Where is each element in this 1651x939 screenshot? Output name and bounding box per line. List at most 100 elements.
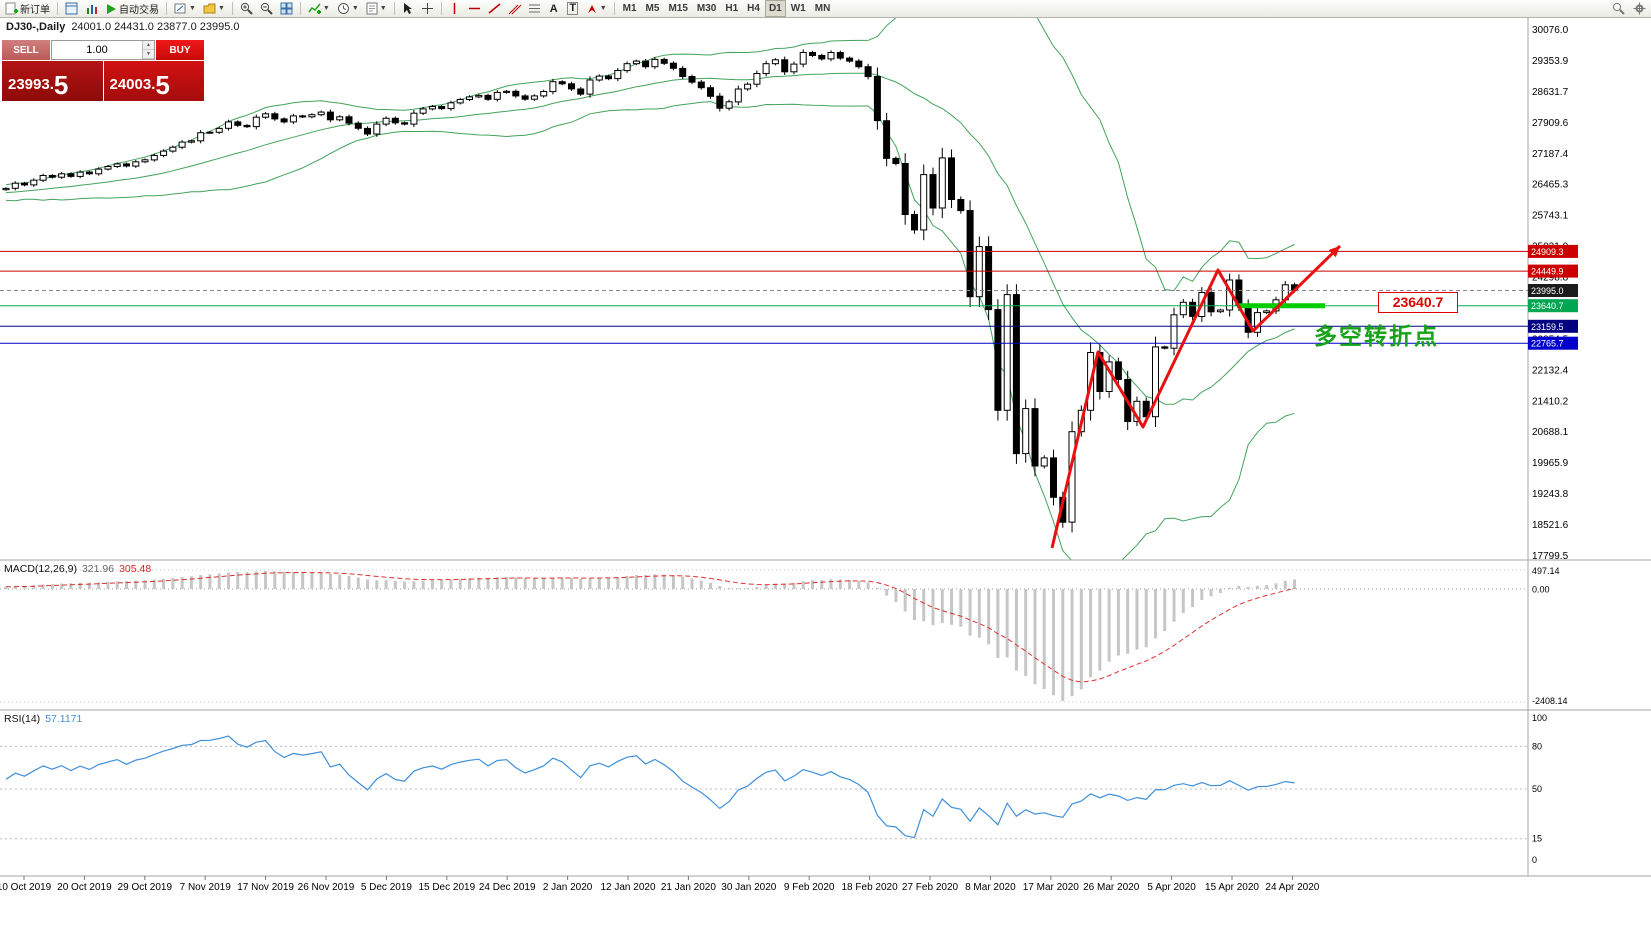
dropdown-caret-icon: ▼ bbox=[217, 5, 225, 12]
template-icon bbox=[366, 2, 378, 15]
timeframe-d1-button[interactable]: D1 bbox=[764, 0, 786, 17]
new-order-button[interactable]: 新订单 bbox=[2, 1, 53, 17]
top-toolbar: 新订单 自动交易 ▼ ▼ ▼ ▼ ▼ bbox=[0, 0, 1651, 18]
buy-price[interactable]: 24003. 5 bbox=[103, 61, 204, 101]
label-tool-button[interactable]: T bbox=[564, 1, 582, 17]
chart-window-button[interactable] bbox=[62, 1, 81, 17]
search-button[interactable] bbox=[1609, 1, 1628, 17]
timeframe-m30-button[interactable]: M30 bbox=[696, 3, 717, 14]
profiles-button[interactable]: ▼ bbox=[200, 1, 228, 17]
chart-window-icon bbox=[65, 2, 78, 15]
buy-price-big-digit: 5 bbox=[155, 70, 170, 100]
macd-signal-value: 305.48 bbox=[119, 563, 152, 575]
svg-text:12 Jan 2020: 12 Jan 2020 bbox=[600, 882, 655, 893]
dropdown-caret-icon: ▼ bbox=[189, 5, 196, 12]
channel-button[interactable] bbox=[505, 1, 524, 17]
bollinger-band bbox=[5, 18, 1295, 292]
svg-text:15 Apr 2020: 15 Apr 2020 bbox=[1205, 882, 1259, 893]
svg-text:0.00: 0.00 bbox=[1532, 585, 1550, 595]
buy-button[interactable]: BUY bbox=[156, 40, 204, 60]
periods-button[interactable]: ▼ bbox=[334, 1, 362, 17]
svg-text:30076.0: 30076.0 bbox=[1532, 25, 1569, 36]
timeframe-mn-button[interactable]: MN bbox=[814, 3, 831, 14]
toolbar-separator bbox=[231, 2, 233, 15]
market-watch-icon bbox=[85, 2, 98, 15]
svg-text:23995.0: 23995.0 bbox=[1531, 286, 1564, 296]
fibonacci-icon bbox=[528, 2, 541, 15]
svg-text:19243.8: 19243.8 bbox=[1532, 489, 1569, 500]
volume-up-button[interactable]: ▲ bbox=[143, 41, 154, 50]
svg-text:5 Dec 2019: 5 Dec 2019 bbox=[361, 882, 413, 893]
price-level-callout[interactable]: 23640.7 bbox=[1378, 292, 1458, 313]
profiles-folder-icon bbox=[203, 3, 216, 14]
vertical-line-button[interactable] bbox=[446, 1, 464, 17]
zoom-out-button[interactable] bbox=[257, 1, 276, 17]
tile-windows-button[interactable] bbox=[277, 1, 296, 17]
svg-text:17799.5: 17799.5 bbox=[1532, 551, 1569, 562]
timeframe-h4-button[interactable]: H4 bbox=[747, 3, 760, 14]
tile-windows-icon bbox=[280, 2, 293, 15]
settings-button[interactable] bbox=[1630, 1, 1649, 17]
svg-text:26 Nov 2019: 26 Nov 2019 bbox=[298, 882, 355, 893]
sell-price-big-digit: 5 bbox=[53, 70, 69, 100]
svg-text:24298.8: 24298.8 bbox=[1532, 273, 1569, 284]
arrows-tool-button[interactable]: ▼ bbox=[583, 1, 610, 17]
horizontal-line-button[interactable] bbox=[465, 1, 484, 17]
svg-text:17 Nov 2019: 17 Nov 2019 bbox=[237, 882, 294, 893]
timeframe-w1-button[interactable]: W1 bbox=[790, 3, 806, 14]
timeframe-h1-button[interactable]: H1 bbox=[725, 3, 739, 14]
rsi-line bbox=[5, 735, 1295, 839]
candles bbox=[2, 49, 1298, 533]
crosshair-button[interactable] bbox=[418, 1, 437, 17]
svg-text:21 Jan 2020: 21 Jan 2020 bbox=[661, 882, 716, 893]
rsi-panel: 100 80 50 15 0 bbox=[0, 713, 1547, 865]
turning-point-annotation[interactable]: 多空转折点 bbox=[1314, 323, 1439, 349]
cursor-icon bbox=[402, 2, 413, 15]
autotrading-button[interactable]: 自动交易 bbox=[102, 1, 162, 17]
timeframe-m15-button[interactable]: M15 bbox=[668, 3, 688, 14]
autotrading-label: 自动交易 bbox=[119, 5, 159, 16]
clock-icon bbox=[337, 2, 350, 15]
chart-symbol-period: DJ30-,Daily bbox=[6, 21, 66, 33]
svg-text:80: 80 bbox=[1532, 741, 1542, 751]
indicators-button[interactable]: ▼ bbox=[305, 1, 333, 17]
text-tool-button[interactable]: A bbox=[545, 1, 563, 17]
price-levels: 24909.3 24449.9 23995.0 23640.7 23159.5 22765… bbox=[0, 244, 1578, 350]
svg-text:-2408.14: -2408.14 bbox=[1532, 696, 1568, 706]
zoom-in-button[interactable] bbox=[237, 1, 256, 17]
timeframe-m1-button[interactable]: M1 bbox=[622, 3, 637, 14]
svg-text:50: 50 bbox=[1532, 784, 1542, 794]
cursor-button[interactable] bbox=[399, 1, 417, 17]
sell-price[interactable]: 23993. 5 bbox=[2, 61, 103, 101]
trend-zigzag-arrow bbox=[1050, 244, 1342, 549]
timeframe-m5-button[interactable]: M5 bbox=[645, 3, 660, 14]
macd-main-value: 321.96 bbox=[81, 563, 115, 575]
zoom-out-icon bbox=[260, 2, 273, 15]
svg-text:10 Oct 2019: 10 Oct 2019 bbox=[0, 882, 52, 893]
svg-text:27 Feb 2020: 27 Feb 2020 bbox=[902, 882, 959, 893]
templates-button[interactable]: ▼ bbox=[363, 1, 390, 17]
chart-title: DJ30-,Daily 24001.0 24431.0 23877.0 23995… bbox=[6, 21, 240, 33]
sell-button[interactable]: SELL bbox=[2, 40, 50, 60]
rsi-indicator-label: RSI(14) 57.1171 bbox=[4, 713, 82, 725]
autotrading-play-icon bbox=[105, 3, 117, 15]
chart-area[interactable]: 30076.0 29353.9 28631.7 27909.6 27187.4 26465… bbox=[0, 18, 1651, 939]
label-tool-label: T bbox=[567, 2, 579, 15]
svg-text:27187.4: 27187.4 bbox=[1532, 149, 1569, 160]
volume-down-button[interactable]: ▼ bbox=[143, 50, 154, 59]
fibonacci-button[interactable] bbox=[525, 1, 544, 17]
market-watch-button[interactable] bbox=[82, 1, 101, 17]
new-chart-button[interactable]: ▼ bbox=[171, 1, 199, 17]
toolbar-separator bbox=[613, 2, 615, 15]
svg-text:22132.4: 22132.4 bbox=[1532, 365, 1569, 376]
volume-input[interactable] bbox=[52, 43, 142, 57]
trendline-button[interactable] bbox=[485, 1, 504, 17]
vertical-line-icon bbox=[449, 2, 460, 15]
svg-text:0: 0 bbox=[1532, 855, 1537, 865]
dropdown-caret-icon: ▼ bbox=[322, 5, 330, 12]
svg-text:24 Dec 2019: 24 Dec 2019 bbox=[479, 882, 536, 893]
new-order-label: 新订单 bbox=[20, 5, 50, 16]
zoom-in-icon bbox=[240, 2, 253, 15]
svg-text:17 Mar 2020: 17 Mar 2020 bbox=[1023, 882, 1080, 893]
buy-price-main: 24003. bbox=[109, 76, 156, 93]
